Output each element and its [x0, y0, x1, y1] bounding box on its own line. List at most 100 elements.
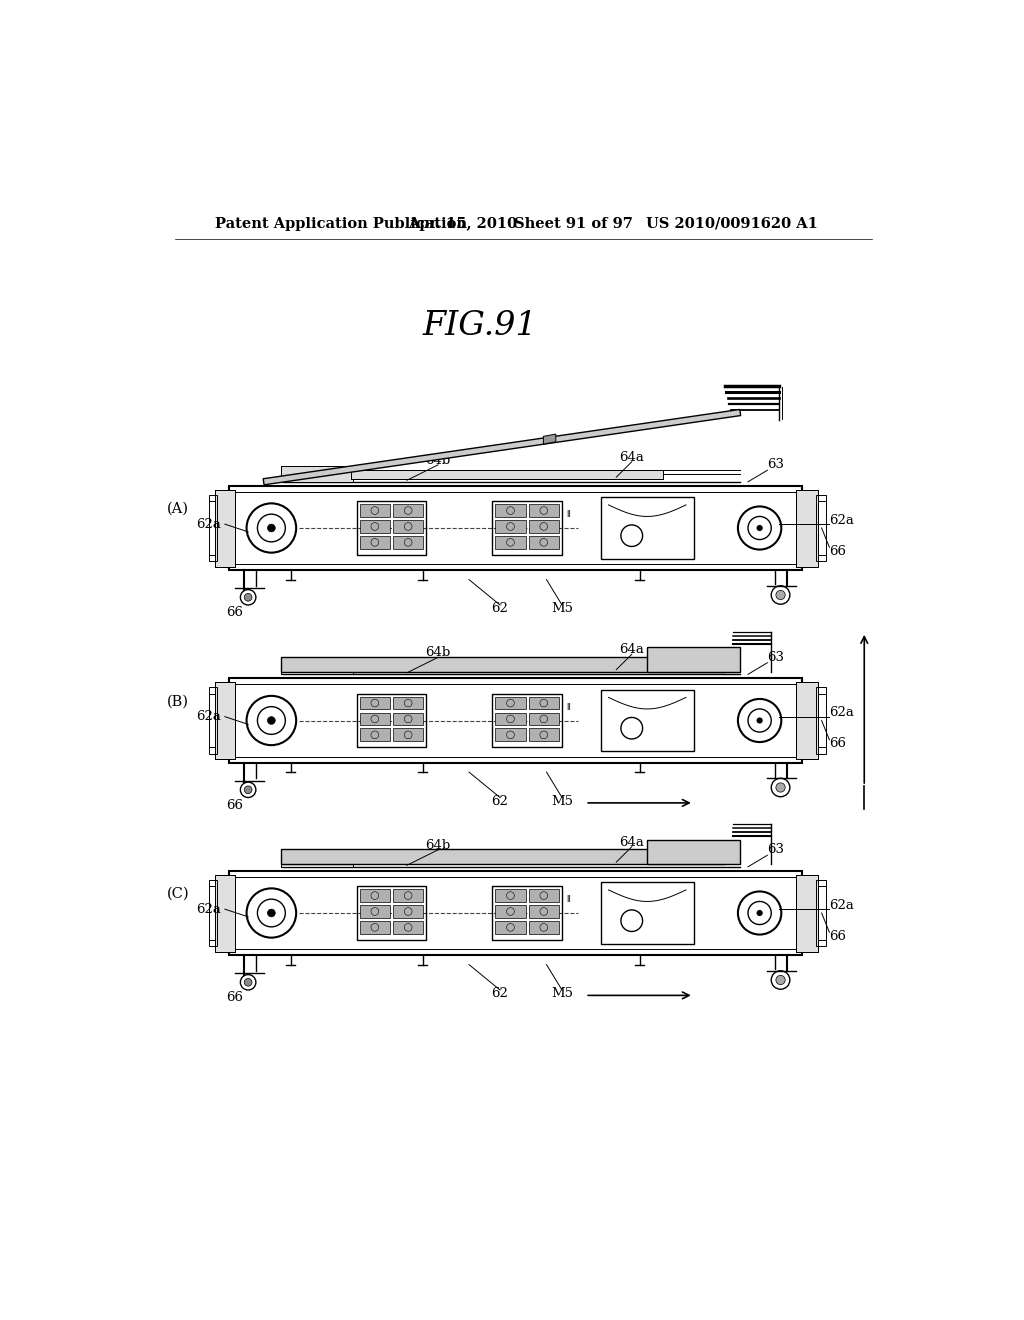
- Bar: [816, 495, 825, 561]
- Bar: [359, 890, 390, 902]
- Bar: [647, 840, 740, 865]
- Circle shape: [245, 594, 252, 601]
- Bar: [393, 697, 423, 709]
- Bar: [209, 495, 217, 561]
- Polygon shape: [544, 434, 556, 444]
- Text: 62a: 62a: [829, 706, 854, 719]
- Bar: [496, 504, 525, 517]
- Bar: [601, 882, 693, 944]
- Text: lI: lI: [566, 702, 570, 711]
- Bar: [393, 713, 423, 726]
- Bar: [601, 689, 693, 751]
- Bar: [282, 851, 352, 867]
- Text: 64a: 64a: [620, 450, 644, 463]
- Bar: [215, 874, 234, 952]
- Bar: [282, 466, 352, 482]
- Bar: [209, 688, 217, 754]
- Text: 66: 66: [226, 606, 244, 619]
- Bar: [282, 659, 352, 675]
- Circle shape: [776, 590, 785, 599]
- Bar: [647, 647, 740, 672]
- Text: 62a: 62a: [197, 710, 221, 723]
- Bar: [359, 713, 390, 726]
- Bar: [796, 490, 818, 566]
- Bar: [496, 713, 525, 726]
- Circle shape: [245, 978, 252, 986]
- Bar: [359, 520, 390, 533]
- Bar: [215, 682, 234, 759]
- Bar: [282, 656, 725, 672]
- Bar: [228, 486, 802, 570]
- Circle shape: [267, 524, 275, 532]
- Bar: [496, 729, 525, 742]
- Bar: [215, 682, 234, 759]
- Text: 64b: 64b: [425, 647, 451, 659]
- Bar: [393, 520, 423, 533]
- Bar: [393, 890, 423, 902]
- Text: 63: 63: [767, 843, 784, 857]
- Bar: [351, 663, 663, 672]
- Circle shape: [757, 909, 763, 916]
- Bar: [359, 697, 390, 709]
- Bar: [282, 849, 725, 865]
- Bar: [393, 729, 423, 742]
- Bar: [528, 520, 559, 533]
- Bar: [228, 871, 802, 956]
- Text: lI: lI: [566, 511, 570, 519]
- Bar: [496, 536, 525, 549]
- Bar: [359, 921, 390, 933]
- Text: Patent Application Publication: Patent Application Publication: [215, 216, 467, 231]
- Bar: [215, 490, 234, 566]
- Text: 62a: 62a: [829, 513, 854, 527]
- Bar: [215, 874, 234, 952]
- Bar: [816, 880, 825, 946]
- Text: 62a: 62a: [197, 517, 221, 531]
- Bar: [359, 906, 390, 917]
- Text: 62a: 62a: [197, 903, 221, 916]
- Text: Sheet 91 of 97: Sheet 91 of 97: [514, 216, 633, 231]
- Text: 64b: 64b: [425, 838, 451, 851]
- Bar: [359, 536, 390, 549]
- Text: 66: 66: [829, 929, 847, 942]
- Bar: [647, 840, 740, 865]
- Bar: [496, 697, 525, 709]
- Circle shape: [776, 975, 785, 985]
- Bar: [496, 921, 525, 933]
- Bar: [647, 647, 740, 672]
- Bar: [209, 880, 217, 946]
- Bar: [228, 678, 802, 763]
- Bar: [528, 536, 559, 549]
- Bar: [796, 874, 818, 952]
- Text: 62: 62: [492, 602, 509, 615]
- Text: 64a: 64a: [620, 836, 644, 849]
- Bar: [393, 906, 423, 917]
- Circle shape: [757, 718, 763, 723]
- Text: 66: 66: [829, 737, 847, 750]
- Bar: [816, 688, 825, 754]
- Bar: [393, 921, 423, 933]
- Text: 66: 66: [829, 545, 847, 557]
- Bar: [528, 906, 559, 917]
- Bar: [528, 921, 559, 933]
- Bar: [393, 504, 423, 517]
- Bar: [496, 890, 525, 902]
- Circle shape: [776, 783, 785, 792]
- Bar: [351, 470, 663, 479]
- Bar: [356, 886, 426, 940]
- Circle shape: [757, 525, 763, 531]
- Bar: [528, 697, 559, 709]
- Bar: [493, 886, 562, 940]
- Bar: [796, 682, 818, 759]
- Bar: [282, 849, 725, 865]
- Text: US 2010/0091620 A1: US 2010/0091620 A1: [646, 216, 817, 231]
- Text: lI: lI: [566, 895, 570, 904]
- Bar: [528, 729, 559, 742]
- Bar: [351, 663, 663, 672]
- Bar: [282, 466, 352, 482]
- Bar: [393, 536, 423, 549]
- Bar: [215, 490, 234, 566]
- Bar: [796, 874, 818, 952]
- Text: (C): (C): [167, 887, 189, 900]
- Text: Apr. 15, 2010: Apr. 15, 2010: [409, 216, 518, 231]
- Text: (B): (B): [167, 694, 189, 709]
